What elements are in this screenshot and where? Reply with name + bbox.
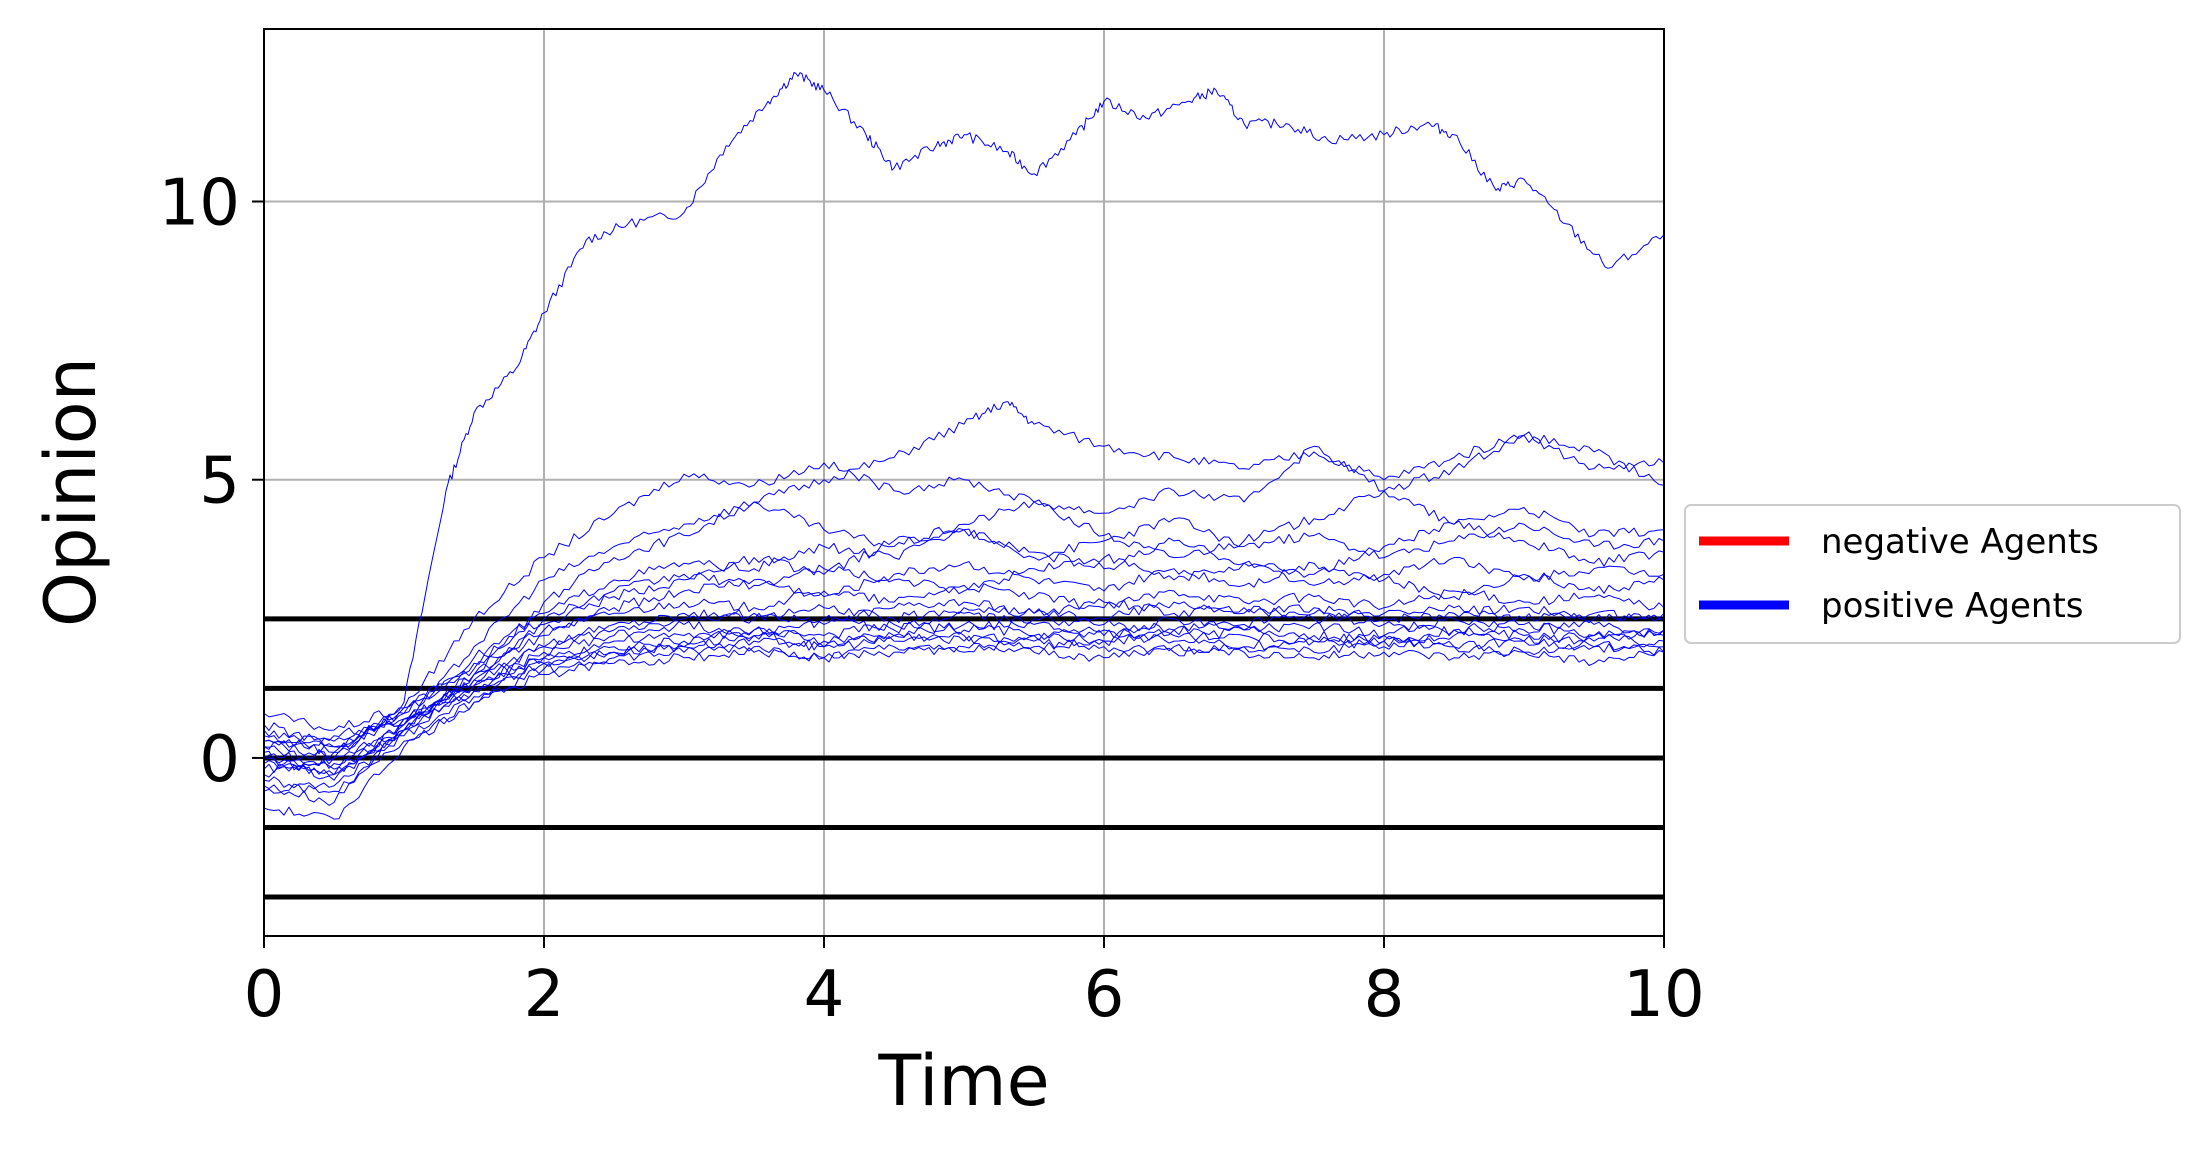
agent-trajectory-line bbox=[263, 599, 1665, 773]
agent-trajectory-line bbox=[263, 583, 1665, 731]
agent-trajectory-line bbox=[263, 637, 1665, 794]
legend-label: positive Agents bbox=[1821, 586, 2084, 626]
x-axis-label: Time bbox=[877, 1040, 1049, 1122]
x-tick-label: 8 bbox=[1364, 958, 1405, 1032]
agent-trajectory-line bbox=[263, 598, 1665, 776]
agent-trajectory-line bbox=[263, 630, 1665, 761]
agent-trajectory-line bbox=[263, 611, 1665, 744]
x-tick-label: 4 bbox=[804, 958, 845, 1032]
y-axis-label: Opinion bbox=[30, 357, 112, 627]
y-tick-label: 5 bbox=[199, 445, 240, 519]
agent-trajectory-line bbox=[263, 72, 1665, 762]
grid-lines bbox=[263, 29, 1665, 936]
legend-label: negative Agents bbox=[1821, 522, 2099, 562]
agent-trajectory-line bbox=[263, 517, 1665, 770]
x-tick-label: 10 bbox=[1623, 958, 1704, 1032]
agent-trajectory-line bbox=[263, 490, 1665, 806]
agent-trajectory-line bbox=[263, 553, 1665, 748]
agent-trajectory-line bbox=[263, 642, 1665, 820]
agent-trajectory-line bbox=[263, 621, 1665, 778]
legend: negative Agents positive Agents bbox=[1684, 504, 2181, 644]
agent-trajectory-line bbox=[263, 401, 1665, 776]
y-tick-label: 10 bbox=[159, 166, 240, 240]
y-tick-label: 0 bbox=[199, 723, 240, 797]
agent-trajectory-line bbox=[263, 431, 1665, 755]
agent-trajectory-line bbox=[263, 561, 1665, 748]
agent-trajectory-line bbox=[263, 625, 1665, 794]
x-tick-label: 6 bbox=[1084, 958, 1125, 1032]
agent-trajectories bbox=[263, 72, 1665, 820]
threshold-lines bbox=[264, 616, 1664, 900]
plot-frame bbox=[263, 28, 1665, 937]
x-tick-label: 2 bbox=[524, 958, 565, 1032]
x-tick-label: 0 bbox=[244, 958, 285, 1032]
axis-ticks: 0 2 4 6 8 10 0 5 10 bbox=[159, 166, 1705, 1032]
legend-box bbox=[1684, 504, 2181, 644]
